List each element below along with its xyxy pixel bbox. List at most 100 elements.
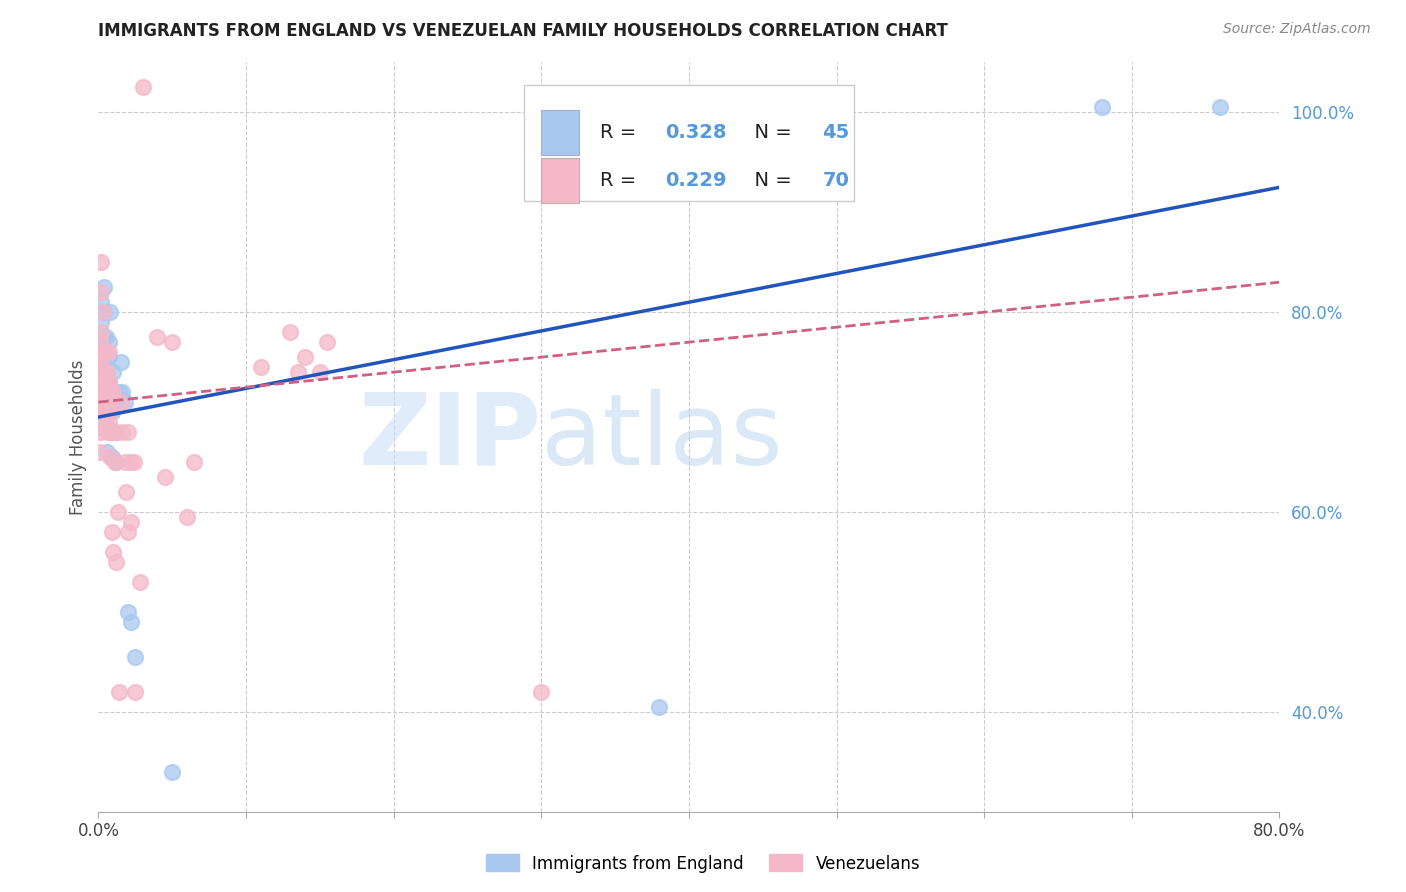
Point <box>93 405 115 419</box>
Text: ZIP: ZIP <box>359 389 541 485</box>
Point <box>250 360 273 375</box>
Point <box>90 285 112 300</box>
Point <box>122 455 145 469</box>
Point <box>91 365 114 379</box>
Point <box>94 330 117 344</box>
Point <box>100 425 122 439</box>
Point <box>183 455 205 469</box>
Point <box>89 425 111 439</box>
Point <box>120 615 142 629</box>
Point <box>100 524 122 539</box>
Text: 0.328: 0.328 <box>665 122 727 142</box>
Point <box>98 305 121 319</box>
Point <box>89 420 111 434</box>
Point <box>89 350 111 364</box>
Point <box>309 365 332 379</box>
Text: 0.229: 0.229 <box>665 171 727 190</box>
Point <box>105 455 128 469</box>
Point <box>103 425 125 439</box>
FancyBboxPatch shape <box>541 159 579 203</box>
Point <box>94 395 117 409</box>
Text: 70: 70 <box>823 171 849 190</box>
Point <box>124 685 146 699</box>
Point <box>93 280 115 294</box>
Point <box>117 605 139 619</box>
Point <box>91 345 114 359</box>
Point <box>90 360 112 375</box>
Point <box>104 385 127 400</box>
Point <box>97 415 120 429</box>
Point <box>105 555 128 569</box>
Point <box>94 375 117 389</box>
Point <box>294 350 316 364</box>
Point <box>90 255 112 269</box>
Text: R =: R = <box>600 171 643 190</box>
Point <box>176 510 198 524</box>
Point <box>90 315 112 329</box>
Point <box>93 385 115 400</box>
Text: N =: N = <box>742 171 799 190</box>
Point <box>107 505 129 519</box>
Point <box>90 390 112 404</box>
Text: atlas: atlas <box>541 389 783 485</box>
Point <box>162 764 183 779</box>
Point <box>114 455 136 469</box>
Point <box>90 295 112 310</box>
Point <box>89 405 111 419</box>
Point <box>93 355 115 369</box>
Point <box>111 425 134 439</box>
Point <box>97 345 120 359</box>
Text: 45: 45 <box>823 122 849 142</box>
Point <box>104 425 127 439</box>
Point <box>278 325 302 339</box>
Point <box>530 685 553 699</box>
Point <box>98 385 121 400</box>
Point <box>1091 100 1114 114</box>
Point <box>103 545 125 559</box>
Point <box>96 420 118 434</box>
Point <box>117 425 139 439</box>
Point <box>96 445 118 459</box>
Point <box>96 425 118 439</box>
Point <box>90 375 112 389</box>
Point <box>89 365 111 379</box>
Point <box>110 355 132 369</box>
Point <box>89 335 111 350</box>
Point <box>120 455 142 469</box>
Point <box>97 350 120 364</box>
Point <box>97 375 120 389</box>
Point <box>316 335 339 350</box>
Point <box>96 365 118 379</box>
Point <box>115 485 138 500</box>
Point <box>94 420 117 434</box>
Point <box>91 395 114 409</box>
Point <box>89 370 111 384</box>
Point <box>117 524 139 539</box>
Text: IMMIGRANTS FROM ENGLAND VS VENEZUELAN FAMILY HOUSEHOLDS CORRELATION CHART: IMMIGRANTS FROM ENGLAND VS VENEZUELAN FA… <box>98 22 948 40</box>
Point <box>89 400 111 414</box>
Point <box>89 390 111 404</box>
Point <box>98 425 121 439</box>
Point <box>94 375 117 389</box>
Point <box>97 335 120 350</box>
Point <box>648 699 671 714</box>
Text: R =: R = <box>600 122 643 142</box>
Y-axis label: Family Households: Family Households <box>69 359 87 515</box>
Point <box>90 325 112 339</box>
Point <box>93 305 115 319</box>
Point <box>103 365 125 379</box>
Point <box>124 649 146 664</box>
Point <box>96 385 118 400</box>
Point <box>98 450 121 464</box>
Point <box>91 385 114 400</box>
Point <box>108 385 131 400</box>
Point <box>96 405 118 419</box>
Point <box>110 395 132 409</box>
Legend: Immigrants from England, Venezuelans: Immigrants from England, Venezuelans <box>479 847 927 880</box>
Point <box>111 385 134 400</box>
Point <box>1209 100 1232 114</box>
Point <box>153 470 176 484</box>
Point <box>114 395 136 409</box>
Point <box>100 405 122 419</box>
Point <box>104 455 127 469</box>
